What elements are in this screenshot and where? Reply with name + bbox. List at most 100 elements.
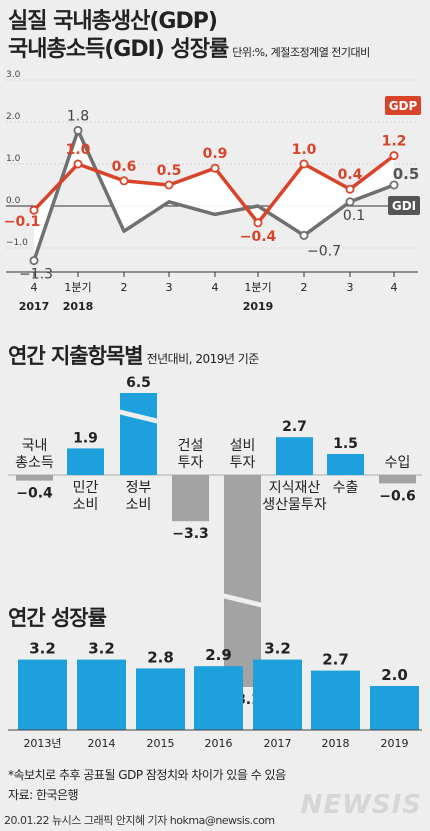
gdp-data-label: 0.9 bbox=[203, 146, 228, 162]
bar-category-label: 수출 bbox=[333, 480, 359, 496]
bar-value-label: −0.6 bbox=[379, 488, 416, 504]
axis-break bbox=[118, 409, 159, 424]
annual-section-title: 연간 성장률 bbox=[8, 606, 107, 630]
bar-category-label: 정부 소비 bbox=[126, 480, 152, 513]
bar bbox=[253, 659, 302, 730]
gdp-point bbox=[389, 151, 399, 161]
gdp-legend-label: GDP bbox=[389, 99, 418, 113]
y-tick-label: 0.0 bbox=[6, 196, 21, 206]
bar-value-label: −3.3 bbox=[172, 526, 209, 542]
year-label: 2019 bbox=[243, 300, 274, 313]
gdi-point bbox=[29, 256, 39, 266]
bar-category-label-line: 민간 bbox=[73, 480, 99, 496]
bar-value-label: 2.7 bbox=[322, 651, 349, 669]
bar bbox=[136, 668, 185, 730]
bar-category-label: 건설 투자 bbox=[178, 438, 204, 471]
gdp-point bbox=[29, 205, 39, 215]
bar-category-label-line: 정부 bbox=[126, 480, 152, 496]
gdi-point bbox=[345, 197, 355, 207]
gdi-legend-label: GDI bbox=[392, 199, 416, 213]
header: 실질 국내총생산(GDP) 국내총소득(GDI) 성장률 단위:%, 계절조정계열… bbox=[8, 8, 370, 67]
bar bbox=[16, 475, 53, 481]
bar-category-label-line: 국내 bbox=[22, 438, 48, 454]
bar bbox=[311, 670, 360, 730]
footnote: *속보치로 추후 공표될 GDP 잠정치와 차이가 있을 수 있음 bbox=[8, 768, 286, 782]
gdp-legend-tag bbox=[385, 96, 421, 115]
bar-category-label-line: 생산물투자 bbox=[262, 497, 327, 513]
year-label: 2018 bbox=[63, 300, 94, 313]
gdi-point bbox=[299, 230, 309, 240]
unit-note: 단위:%, 계절조정계열 전기대비 bbox=[232, 46, 370, 59]
credit: 20.01.22 뉴시스 그래픽 안지혜 기자 hokma@newsis.com bbox=[4, 814, 275, 827]
bar-value-label: 3.2 bbox=[88, 640, 115, 658]
bar-value-label: 3.2 bbox=[264, 640, 291, 658]
bar-value-label: 2.0 bbox=[381, 666, 408, 684]
gdi-point bbox=[73, 125, 83, 135]
gdp-data-label: 1.2 bbox=[382, 134, 407, 150]
bar-category-label: 2015 bbox=[147, 737, 175, 750]
chart-title-line2: 국내총소득(GDI) 성장률 단위:%, 계절조정계열 전기대비 bbox=[8, 36, 370, 67]
bar-category-label: 국내 총소득 bbox=[15, 438, 54, 471]
source: 자료: 한국은행 bbox=[8, 788, 79, 802]
gdp-data-label: 0.4 bbox=[338, 167, 363, 183]
bar bbox=[172, 475, 209, 522]
bar bbox=[194, 666, 243, 730]
bar-category-label: 2014 bbox=[88, 737, 116, 750]
expenditure-title: 연간 지출항목별 bbox=[8, 344, 144, 368]
gdp-point bbox=[73, 159, 83, 169]
gdp-data-label: 1.0 bbox=[66, 142, 91, 158]
bar-value-label: 2.9 bbox=[205, 646, 232, 664]
bar-category-label: 지식재산 생산물투자 bbox=[262, 480, 327, 513]
bar bbox=[18, 659, 67, 730]
x-tick-label: 2 bbox=[301, 281, 308, 294]
gdp-data-label: 0.6 bbox=[112, 159, 137, 175]
bar-category-label-line: 총소득 bbox=[15, 455, 54, 471]
bar bbox=[327, 454, 364, 475]
gdi-data-label: 0.5 bbox=[393, 165, 420, 183]
x-tick-label: 3 bbox=[347, 281, 354, 294]
bar bbox=[67, 448, 104, 475]
y-tick-label: −1.0 bbox=[6, 238, 28, 248]
x-tick-label: 4 bbox=[212, 281, 219, 294]
annual-growth-bar-chart: 3.2 2013년 3.2 2014 2.8 2015 2.9 2016 3.2 2017 2.7 2… bbox=[8, 640, 422, 750]
gdp-data-label: −0.4 bbox=[240, 229, 277, 245]
gdi-data-label: −0.7 bbox=[307, 243, 341, 259]
chart-title-text: 국내총소득(GDI) 성장률 bbox=[8, 37, 229, 62]
gdp-point bbox=[253, 218, 263, 228]
gdi-data-label: −1.3 bbox=[19, 267, 53, 283]
bar bbox=[224, 475, 261, 687]
x-tick-label: 2 bbox=[121, 281, 128, 294]
gdi-data-label: 1.8 bbox=[67, 108, 89, 124]
axis-break bbox=[222, 593, 263, 608]
bar-category-label-line: 설비 bbox=[230, 438, 256, 454]
bar bbox=[379, 475, 416, 484]
quarterly-growth-line-chart: 3.0 2.0 1.0 0.0 −1.0 4 1분기 2 3 4 1분기 2 3 4 2017 2018 201… bbox=[4, 70, 421, 313]
bar-category-label-line: 건설 bbox=[178, 438, 204, 454]
bar-value-label: 1.5 bbox=[333, 436, 358, 452]
gdp-point bbox=[299, 159, 309, 169]
x-tick-label: 3 bbox=[166, 281, 173, 294]
x-tick-label: 4 bbox=[31, 281, 38, 294]
y-tick-label: 2.0 bbox=[6, 112, 21, 122]
gdp-point bbox=[210, 163, 220, 173]
year-label: 2017 bbox=[19, 300, 50, 313]
bar-value-label: 3.2 bbox=[29, 640, 56, 658]
y-tick-label: 1.0 bbox=[6, 154, 21, 164]
bar-category-label: 2018 bbox=[322, 737, 350, 750]
bar-category-label-line: 수출 bbox=[333, 480, 359, 496]
bar-category-label: 2019 bbox=[381, 737, 409, 750]
gdi-legend-tag bbox=[388, 196, 420, 215]
bar-category-label: 2013년 bbox=[23, 737, 61, 750]
bar bbox=[120, 393, 157, 475]
gdi-point bbox=[389, 180, 399, 190]
expenditure-subtitle: 전년대비, 2019년 기준 bbox=[146, 352, 260, 366]
gdp-point bbox=[119, 176, 129, 186]
bar-value-label: −0.4 bbox=[16, 486, 53, 502]
bar-category-label-line: 지식재산 bbox=[269, 480, 321, 496]
gdp-point bbox=[345, 184, 355, 194]
bar-value-label: 2.7 bbox=[282, 419, 307, 435]
bar-category-label: 설비 투자 bbox=[230, 438, 256, 471]
y-tick-label: 3.0 bbox=[6, 70, 21, 80]
gdi-data-label: 0.1 bbox=[343, 208, 365, 224]
bar-category-label-line: 수입 bbox=[385, 455, 411, 471]
